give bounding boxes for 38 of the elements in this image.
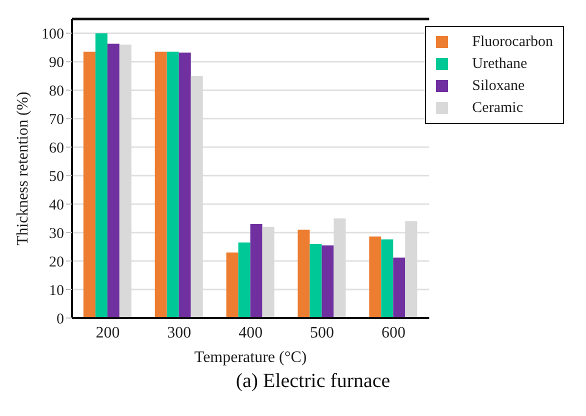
bar: [322, 245, 334, 318]
y-tick-label: 90: [49, 55, 64, 72]
y-tick-label: 70: [49, 112, 64, 128]
y-tick-label: 80: [49, 84, 64, 100]
y-tick-label: 60: [49, 140, 64, 156]
x-tick-label: 400: [238, 324, 263, 342]
bar: [226, 252, 238, 318]
y-tick-label: 20: [49, 254, 64, 270]
bar: [107, 44, 120, 318]
bar: [250, 224, 262, 318]
bar: [238, 242, 250, 318]
text: (a) Electric furnace: [234, 370, 392, 393]
bar: [166, 52, 179, 318]
y-tick-label: 40: [49, 197, 64, 214]
x-axis-title: Temperature (°C): [194, 349, 307, 366]
bar: [381, 239, 394, 318]
bar: [178, 52, 191, 318]
bar: [310, 244, 322, 318]
bar: [95, 33, 108, 318]
legend-label: Urethane: [472, 55, 528, 74]
bar: [298, 230, 310, 318]
x-tick-label: 300: [167, 324, 192, 342]
y-tick-label: 0: [56, 311, 64, 328]
legend-label: Fluorocarbon: [472, 33, 553, 52]
bar: [83, 52, 96, 318]
x-tick-label: 500: [310, 324, 334, 342]
x-tick-label: 600: [381, 324, 406, 342]
y-axis-title: Thickness retention (%): [14, 92, 32, 246]
x-tick-label: 200: [96, 324, 120, 342]
legend-label: Ceramic: [472, 99, 523, 118]
y-tick-label: 30: [49, 226, 64, 242]
y-tick-label: 10: [49, 282, 64, 299]
bar: [154, 52, 167, 318]
bar: [393, 258, 406, 318]
y-tick-label: 100: [42, 26, 64, 43]
bar: [369, 236, 382, 318]
y-tick-label: 50: [49, 168, 64, 185]
legend-label: Siloxane: [472, 77, 525, 96]
